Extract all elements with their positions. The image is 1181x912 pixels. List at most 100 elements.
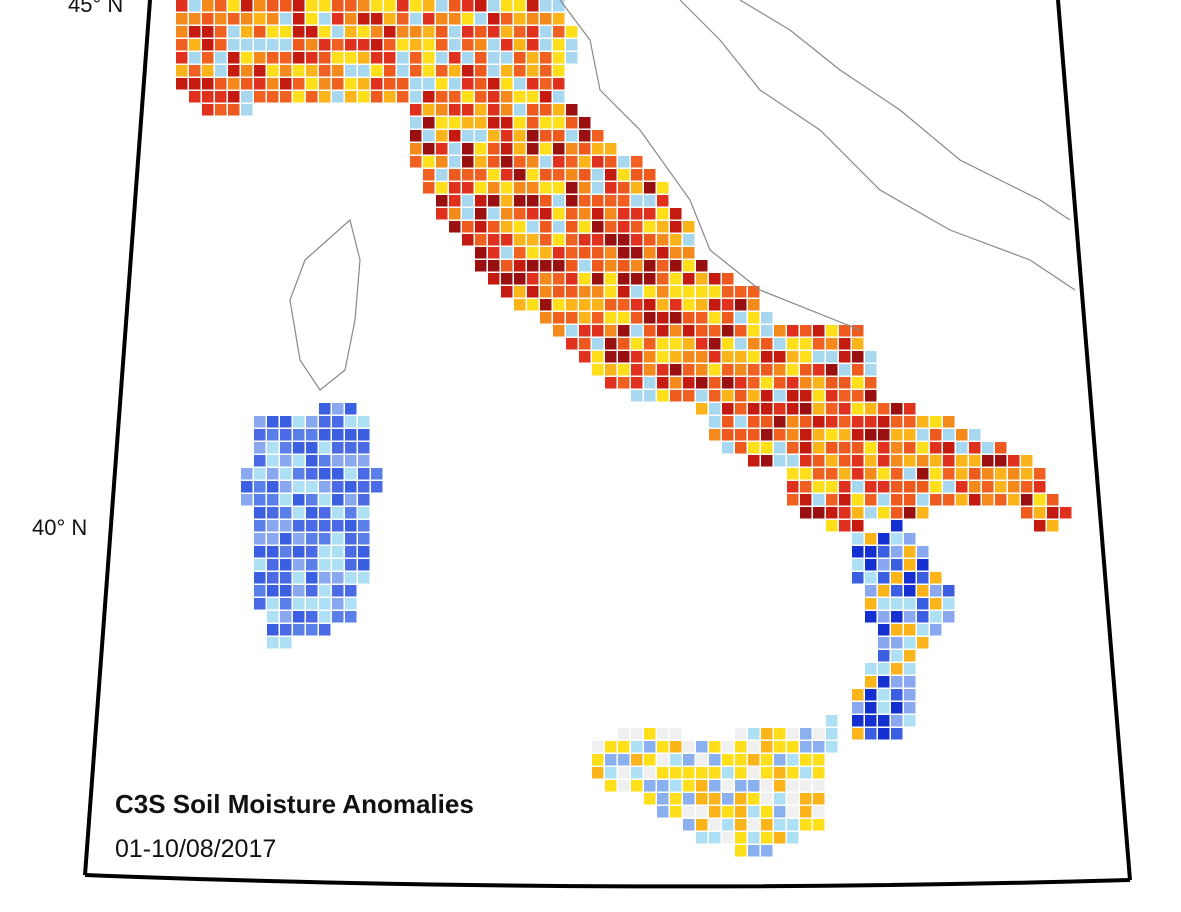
grid-cell [891, 403, 903, 415]
grid-cell [722, 429, 734, 441]
grid-cell [631, 208, 643, 220]
grid-cell [735, 429, 747, 441]
grid-cell [319, 455, 331, 467]
map-frame [84, 873, 1131, 889]
grid-cell [722, 793, 734, 805]
grid-cell [813, 351, 825, 363]
grid-cell [956, 468, 968, 480]
grid-cell [696, 286, 708, 298]
grid-cell [228, 0, 240, 12]
grid-cell [969, 455, 981, 467]
grid-cell [488, 91, 500, 103]
grid-cell [553, 156, 565, 168]
grid-cell [267, 624, 279, 636]
grid-cell [241, 481, 253, 493]
grid-cell [254, 507, 266, 519]
grid-cell [293, 26, 305, 38]
grid-cell [748, 754, 760, 766]
grid-cell [540, 299, 552, 311]
grid-cell [280, 468, 292, 480]
grid-cell [423, 13, 435, 25]
grid-cell [241, 104, 253, 116]
grid-cell [280, 611, 292, 623]
grid-cell [449, 104, 461, 116]
grid-cell [293, 468, 305, 480]
grid-cell [826, 390, 838, 402]
grid-cell [748, 377, 760, 389]
grid-cell [865, 455, 877, 467]
grid-cell [254, 0, 266, 12]
grid-cell [904, 429, 916, 441]
grid-cell [683, 767, 695, 779]
grid-cell [475, 247, 487, 259]
grid-cell [761, 390, 773, 402]
grid-cell [189, 91, 201, 103]
grid-cell [371, 39, 383, 51]
grid-cell [566, 117, 578, 129]
grid-cell [540, 234, 552, 246]
grid-cell [345, 533, 357, 545]
grid-cell [345, 520, 357, 532]
grid-cell [488, 260, 500, 272]
grid-cell [761, 767, 773, 779]
grid-cell [774, 832, 786, 844]
grid-cell [592, 338, 604, 350]
grid-cell [748, 845, 760, 857]
grid-cell [683, 260, 695, 272]
grid-cell [228, 91, 240, 103]
grid-cell [644, 195, 656, 207]
grid-cell [319, 611, 331, 623]
grid-cell [852, 429, 864, 441]
grid-cell [644, 793, 656, 805]
grid-cell [384, 26, 396, 38]
grid-cell [553, 208, 565, 220]
grid-cell [761, 364, 773, 376]
grid-cell [553, 78, 565, 90]
grid-cell [1034, 481, 1046, 493]
grid-cell [865, 559, 877, 571]
grid-cell [878, 624, 890, 636]
grid-cell [605, 247, 617, 259]
grid-cell [852, 351, 864, 363]
grid-cell [878, 728, 890, 740]
grid-cell [345, 481, 357, 493]
grid-cell [358, 481, 370, 493]
grid-cell [267, 494, 279, 506]
grid-cell [1008, 468, 1020, 480]
grid-cell [514, 221, 526, 233]
grid-cell [514, 182, 526, 194]
grid-cell [930, 442, 942, 454]
grid-cell [280, 65, 292, 77]
grid-cell [527, 0, 539, 12]
grid-cell [280, 0, 292, 12]
grid-cell [345, 78, 357, 90]
grid-cell [631, 351, 643, 363]
grid-cell [319, 533, 331, 545]
grid-cell [800, 780, 812, 792]
grid-cell [306, 468, 318, 480]
grid-cell [787, 780, 799, 792]
grid-cell [735, 741, 747, 753]
grid-cell [540, 247, 552, 259]
grid-cell [696, 819, 708, 831]
grid-cell [306, 611, 318, 623]
grid-cell [618, 260, 630, 272]
grid-cell [644, 221, 656, 233]
grid-cell [774, 455, 786, 467]
grid-cell [254, 481, 266, 493]
grid-cell [488, 52, 500, 64]
grid-cell [293, 52, 305, 64]
grid-cell [540, 260, 552, 272]
grid-cell [631, 247, 643, 259]
grid-cell [371, 481, 383, 493]
grid-cell [540, 65, 552, 77]
grid-cell [891, 611, 903, 623]
grid-cell [943, 598, 955, 610]
grid-cell [904, 689, 916, 701]
grid-cell [319, 78, 331, 90]
grid-cell [280, 520, 292, 532]
grid-cell [319, 598, 331, 610]
grid-cell [423, 143, 435, 155]
grid-cell [358, 494, 370, 506]
grid-cell [345, 559, 357, 571]
